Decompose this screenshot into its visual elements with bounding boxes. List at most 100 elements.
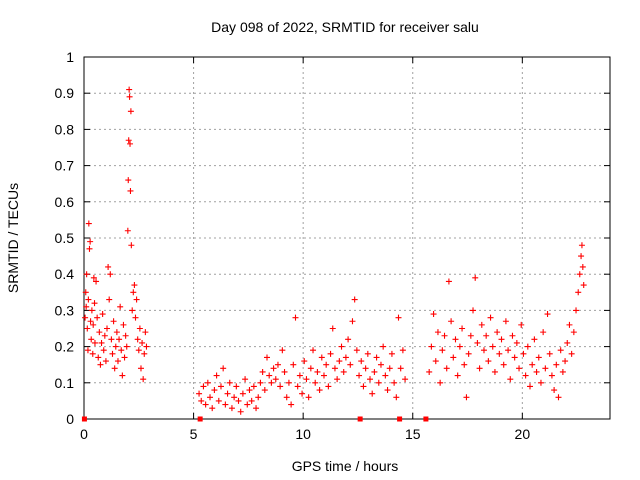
- zero-marker-point: [81, 416, 87, 422]
- data-point: [474, 339, 481, 346]
- data-point: [388, 350, 395, 357]
- data-point: [222, 401, 229, 408]
- data-point: [516, 365, 523, 372]
- data-point: [90, 321, 97, 328]
- x-tick-label: 5: [190, 426, 198, 442]
- data-point: [125, 177, 132, 184]
- data-point: [117, 303, 124, 310]
- data-point: [101, 332, 108, 339]
- data-point: [314, 368, 321, 375]
- data-point: [323, 361, 330, 368]
- data-point: [290, 361, 297, 368]
- data-point: [307, 365, 314, 372]
- data-point: [465, 350, 472, 357]
- x-tick-label: 0: [80, 426, 88, 442]
- data-point: [347, 361, 354, 368]
- data-point: [496, 350, 503, 357]
- data-point: [456, 343, 463, 350]
- data-point: [452, 336, 459, 343]
- data-point: [134, 336, 141, 343]
- data-point: [518, 321, 525, 328]
- data-point: [281, 368, 288, 375]
- data-point: [546, 350, 553, 357]
- data-point: [259, 368, 266, 375]
- data-point: [553, 361, 560, 368]
- data-point: [127, 108, 134, 115]
- data-point: [533, 368, 540, 375]
- x-axis-label: GPS time / hours: [292, 458, 399, 474]
- data-point: [85, 296, 92, 303]
- data-point: [568, 350, 575, 357]
- data-point: [527, 383, 534, 390]
- data-point: [83, 303, 90, 310]
- data-point: [129, 307, 136, 314]
- data-point: [489, 343, 496, 350]
- data-point: [386, 365, 393, 372]
- data-point: [327, 350, 334, 357]
- data-point: [93, 278, 100, 285]
- data-point: [360, 383, 367, 390]
- data-point: [448, 318, 455, 325]
- data-point: [283, 394, 290, 401]
- data-point: [272, 376, 279, 383]
- data-point: [498, 336, 505, 343]
- data-point: [140, 376, 147, 383]
- x-tick-label: 20: [515, 426, 531, 442]
- data-point: [502, 318, 509, 325]
- data-point: [463, 394, 470, 401]
- data-point: [432, 358, 439, 365]
- data-point: [476, 365, 483, 372]
- data-point: [371, 368, 378, 375]
- data-point: [87, 238, 94, 245]
- y-tick-label: 0.5: [55, 230, 75, 246]
- data-point: [441, 332, 448, 339]
- data-point: [105, 263, 112, 270]
- data-point: [215, 397, 222, 404]
- data-point: [548, 372, 555, 379]
- data-point: [132, 314, 139, 321]
- data-point: [439, 347, 446, 354]
- data-point: [551, 387, 558, 394]
- data-point: [310, 347, 317, 354]
- data-point: [257, 379, 264, 386]
- data-point: [130, 289, 137, 296]
- data-point: [133, 296, 140, 303]
- data-point: [459, 325, 466, 332]
- data-point: [82, 289, 89, 296]
- data-point: [104, 325, 111, 332]
- data-point: [224, 390, 231, 397]
- data-point: [437, 379, 444, 386]
- data-point: [500, 361, 507, 368]
- data-point: [576, 271, 583, 278]
- data-point: [95, 354, 102, 361]
- data-point: [356, 372, 363, 379]
- data-point: [88, 336, 95, 343]
- data-point: [279, 347, 286, 354]
- data-point: [235, 397, 242, 404]
- data-point: [353, 347, 360, 354]
- data-point: [111, 365, 118, 372]
- data-point: [204, 379, 211, 386]
- data-point: [483, 332, 490, 339]
- data-point: [305, 394, 312, 401]
- data-point: [84, 325, 91, 332]
- y-tick-label: 0.8: [55, 121, 75, 137]
- data-point: [566, 321, 573, 328]
- data-point: [487, 314, 494, 321]
- data-point: [116, 336, 123, 343]
- data-point: [579, 263, 586, 270]
- data-point: [294, 383, 301, 390]
- data-point: [375, 379, 382, 386]
- data-point: [126, 93, 133, 100]
- data-point: [141, 350, 148, 357]
- data-point: [580, 282, 587, 289]
- data-point: [507, 376, 514, 383]
- data-point: [211, 387, 218, 394]
- data-point: [98, 339, 105, 346]
- data-point: [107, 271, 114, 278]
- y-tick-label: 0.6: [55, 194, 75, 210]
- data-point: [340, 368, 347, 375]
- data-point: [513, 339, 520, 346]
- data-point: [578, 242, 585, 249]
- data-point: [274, 361, 281, 368]
